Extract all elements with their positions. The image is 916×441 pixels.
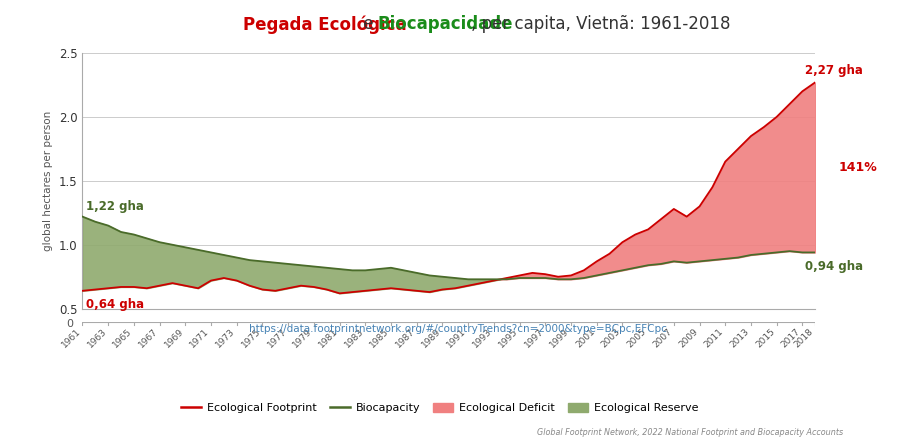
- Text: 1969: 1969: [163, 327, 185, 350]
- Text: 1971: 1971: [189, 327, 211, 350]
- Text: 1985: 1985: [368, 327, 391, 350]
- Text: https://data.footprintnetwork.org/#/countryTrends?cn=2000&type=BCpc,EFCpc: https://data.footprintnetwork.org/#/coun…: [249, 324, 667, 333]
- Text: 1993: 1993: [471, 327, 494, 350]
- Text: 2011: 2011: [703, 327, 725, 350]
- Text: 1997: 1997: [523, 327, 545, 350]
- Text: 1979: 1979: [291, 327, 314, 350]
- Text: 1995: 1995: [496, 327, 519, 350]
- Text: 0,64 gha: 0,64 gha: [86, 299, 145, 311]
- Text: , per capita, Vietnã: 1961-2018: , per capita, Vietnã: 1961-2018: [472, 15, 731, 34]
- Text: 2018: 2018: [792, 327, 815, 350]
- Text: Biocapacidade: Biocapacidade: [377, 15, 513, 34]
- Text: 1987: 1987: [394, 327, 417, 350]
- Text: 1967: 1967: [137, 327, 159, 350]
- Text: 2005: 2005: [626, 327, 649, 350]
- Legend: Ecological Footprint, Biocapacity, Ecological Deficit, Ecological Reserve: Ecological Footprint, Biocapacity, Ecolo…: [177, 399, 703, 418]
- Text: 2,27 gha: 2,27 gha: [805, 64, 863, 77]
- Text: 1991: 1991: [445, 327, 468, 350]
- Text: 2003: 2003: [600, 327, 622, 350]
- Text: 2017: 2017: [780, 327, 802, 350]
- Text: 1989: 1989: [420, 327, 442, 350]
- Text: 1961: 1961: [60, 327, 82, 350]
- Y-axis label: global hectares per person: global hectares per person: [43, 111, 53, 251]
- Text: 1977: 1977: [266, 327, 289, 350]
- Text: 1,22 gha: 1,22 gha: [86, 200, 144, 213]
- Text: 1973: 1973: [214, 327, 236, 350]
- Text: 1963: 1963: [85, 327, 108, 350]
- Text: 1983: 1983: [343, 327, 365, 350]
- Text: 2015: 2015: [754, 327, 777, 350]
- Text: 0: 0: [66, 319, 73, 329]
- Text: 2007: 2007: [651, 327, 674, 350]
- Text: 2001: 2001: [574, 327, 596, 350]
- Text: 1981: 1981: [317, 327, 340, 350]
- Text: 1965: 1965: [111, 327, 134, 350]
- Text: 2013: 2013: [728, 327, 751, 350]
- Text: 0,94 gha: 0,94 gha: [805, 260, 863, 273]
- Text: e: e: [358, 15, 379, 34]
- Text: 1975: 1975: [240, 327, 262, 350]
- Text: 141%: 141%: [838, 161, 878, 174]
- Text: Pegada Ecológica: Pegada Ecológica: [243, 15, 407, 34]
- Text: 1999: 1999: [549, 327, 571, 350]
- Text: 2009: 2009: [677, 327, 700, 350]
- Text: Global Footprint Network, 2022 National Footprint and Biocapacity Accounts: Global Footprint Network, 2022 National …: [537, 428, 843, 437]
